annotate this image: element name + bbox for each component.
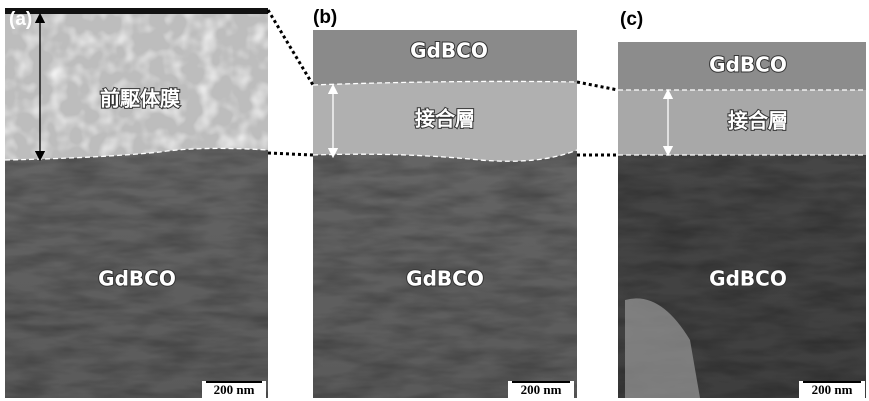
panel-label: (b)	[313, 7, 337, 28]
layer-label: GdBCO	[709, 267, 787, 291]
panel-label: (a)	[9, 9, 32, 30]
layer-label: GdBCO	[406, 267, 484, 291]
scale-bar: 200 nm	[521, 382, 562, 397]
figure: (a) 前駆体膜 GdBCO 200 nm (b) GdBCO 接合層 GdBC…	[0, 0, 869, 401]
layer-label: 接合層	[415, 107, 475, 131]
layer-label: 接合層	[728, 109, 788, 133]
panel-a: (a) 前駆体膜 GdBCO 200 nm	[5, 8, 268, 398]
layer-label: GdBCO	[709, 53, 787, 77]
panel-c: (c) GdBCO 接合層 GdBCO 200 nm	[618, 9, 866, 398]
layer-label: GdBCO	[410, 39, 488, 63]
panel-b: (b) GdBCO 接合層 GdBCO 200 nm	[313, 7, 577, 398]
scale-bar: 200 nm	[812, 382, 853, 397]
scale-bar: 200 nm	[214, 382, 255, 397]
layer-label: 前駆体膜	[100, 87, 180, 111]
layer-label: GdBCO	[98, 267, 176, 291]
panel-label: (c)	[620, 9, 643, 30]
